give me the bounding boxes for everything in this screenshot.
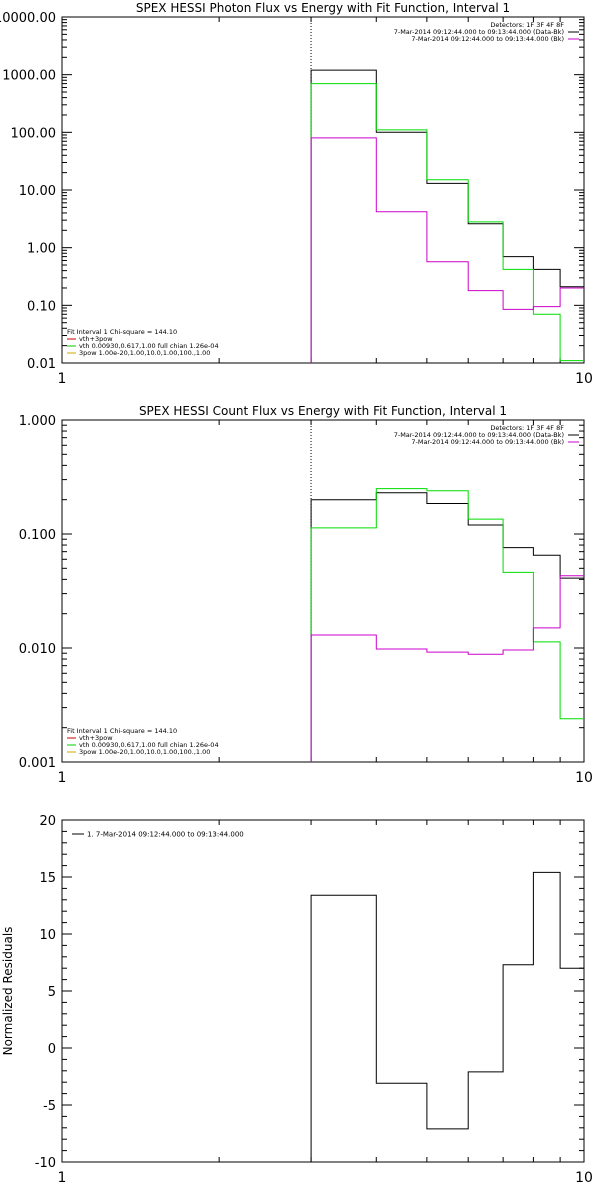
legend-top-text: 7-Mar-2014 09:12:44.000 to 09:13:44.000 … — [394, 431, 564, 439]
legend-top-text: 7-Mar-2014 09:12:44.000 to 09:13:44.000 … — [394, 28, 564, 36]
legend-bottom-text: vth+3pow — [79, 734, 113, 742]
x-tick-label: 1 — [58, 770, 67, 786]
x-tick-label: 10 — [575, 770, 593, 786]
legend-top-text: Detectors: 1F 3F 4F 8F — [490, 21, 564, 29]
y-tick-label: 0.100 — [19, 528, 56, 543]
legend-bottom-text: vth 0.00930,0.617,1.00 full chian 1.26e-… — [79, 342, 219, 350]
y-tick-label: 0 — [48, 1042, 56, 1057]
legend-bottom-text: vth 0.00930,0.617,1.00 full chian 1.26e-… — [79, 741, 219, 749]
y-tick-label: 10000.00 — [0, 11, 56, 26]
legend-bottom-text: Fit Interval 1 Chi-square = 144.10 — [67, 727, 177, 735]
y-tick-label: 20 — [39, 814, 56, 829]
legend-bottom-text: 3pow 1.00e-20,1.00,10.0,1.00,100.,1.00 — [79, 349, 210, 357]
y-tick-label: 100.00 — [11, 126, 57, 141]
chart-title: SPEX HESSI Count Flux vs Energy with Fit… — [139, 404, 507, 418]
chart-panel-3: Normalized Residuals 1 10 -10 -5 0 5 10 15 20 1. 7… — [1, 814, 593, 1186]
y-tick-label: 10 — [39, 928, 56, 943]
y-axis-label: Normalized Residuals — [1, 927, 15, 1056]
y-tick-label: 0.010 — [19, 642, 56, 657]
x-tick-label: 10 — [575, 1170, 593, 1186]
legend-bottom-text: Fit Interval 1 Chi-square = 144.10 — [67, 328, 177, 336]
x-tick-label: 1 — [58, 371, 67, 387]
series-step-line-2 — [310, 488, 584, 762]
y-tick-label: 10.00 — [19, 184, 56, 199]
plot-frame — [61, 819, 585, 1163]
legend-top-text: 1. 7-Mar-2014 09:12:44.000 to 09:13:44.0… — [87, 831, 244, 839]
chart-title: SPEX HESSI Photon Flux vs Energy with Fi… — [136, 1, 510, 15]
legend-bottom-text: 3pow 1.00e-20,1.00,10.0,1.00,100.,1.00 — [79, 748, 210, 756]
y-tick-label: 1000.00 — [2, 69, 56, 84]
x-tick-label: 10 — [575, 371, 593, 387]
legend-top-text: 7-Mar-2014 09:12:44.000 to 09:13:44.000 … — [411, 438, 564, 446]
plot-frame — [61, 16, 585, 364]
series-step-line-2 — [310, 83, 584, 363]
series-step-line-1 — [310, 871, 584, 1162]
x-tick-label: 1 — [58, 1170, 67, 1186]
y-tick-label: -5 — [43, 1099, 56, 1114]
y-tick-label: 1.00 — [27, 242, 56, 257]
y-tick-label: 0.01 — [27, 357, 56, 372]
y-tick-label: 0.001 — [19, 756, 56, 771]
y-tick-label: 5 — [48, 985, 56, 1000]
series-step-line-1 — [310, 69, 584, 363]
chart-panel-2: SPEX HESSI Count Flux vs Energy with Fit… — [19, 404, 593, 786]
chart-panel-1: SPEX HESSI Photon Flux vs Energy with Fi… — [0, 1, 593, 387]
series-step-line-3 — [310, 137, 584, 363]
series-step-line-3 — [310, 575, 584, 762]
y-tick-label: 1.000 — [19, 414, 56, 429]
y-tick-label: 15 — [39, 871, 56, 886]
legend-top-text: Detectors: 1F 3F 4F 8F — [490, 424, 564, 432]
y-tick-label: 0.10 — [27, 299, 56, 314]
y-tick-label: -10 — [35, 1156, 56, 1171]
plot-frame — [61, 419, 585, 763]
legend-bottom-text: vth+3pow — [79, 335, 113, 343]
legend-top-text: 7-Mar-2014 09:12:44.000 to 09:13:44.000 … — [411, 35, 564, 43]
